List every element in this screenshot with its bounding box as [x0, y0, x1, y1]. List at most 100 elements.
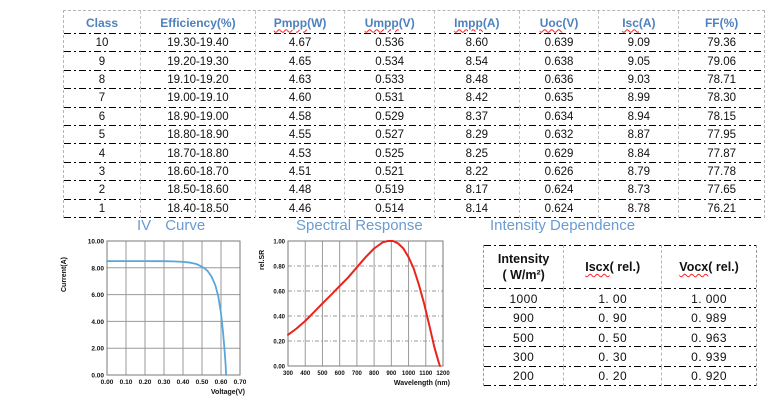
table-cell: 18.60-18.70	[141, 162, 256, 182]
spec-header-cell: Efficiency (%)	[141, 11, 256, 34]
x-tick-label: 0.10	[120, 379, 133, 386]
x-tick-label: 500	[317, 371, 328, 377]
table-row: 9 19.20-19.30 4.65 0.534 8.54 0.638 9.05 79.06	[64, 52, 764, 71]
intensity-table-cell: 1. 000	[691, 291, 727, 306]
intensity-table-cell: 0. 50	[564, 327, 663, 348]
table-cell: 8.14	[435, 199, 520, 219]
table-cell: 9	[64, 52, 141, 71]
iv-curve-chart: 0.00 0.10 0.20 0.30 0.40 0.50 0.60 0.70 0.00 2.00…	[61, 239, 247, 397]
table-cell: 0.626	[520, 162, 600, 182]
y-axis-label: rel.SR	[259, 250, 266, 270]
y-tick-label: 4.00	[91, 319, 104, 326]
iscx-header-rest: ( rel.)	[609, 260, 641, 274]
x-tick-label: 1000	[402, 371, 416, 377]
table-row: 6 18.90-19.00 4.58 0.529 8.37 0.634 8.94 78.15	[64, 107, 764, 127]
spec-header-cell: Pmpp (W)	[256, 11, 346, 34]
table-cell: 77.87	[707, 147, 736, 160]
spec-header-cell: Class	[64, 11, 141, 34]
table-cell: 2	[64, 181, 141, 200]
spec-header-cell: Impp (A)	[435, 11, 520, 34]
intensity-table-row: 900 0. 90 0. 989	[484, 308, 756, 328]
table-cell: 76.21	[707, 202, 736, 215]
intensity-table-cell: 200	[484, 366, 565, 387]
x-tick-label: 0.60	[215, 379, 228, 386]
intensity-table-cell: 0. 920	[691, 369, 727, 384]
table-cell: 78.71	[707, 74, 736, 87]
table-cell: 4.60	[256, 89, 346, 108]
table-cell: 0.525	[345, 144, 435, 163]
spectral-response-chart: 300 400 500 600 700 800 900 1000 1100 1200 0.00 0.2…	[259, 240, 450, 388]
spec-table: Class Efficiency (%) Pmpp (W) Umpp (V) Impp …	[63, 10, 765, 219]
spec-header-cell: FF (%)	[704, 15, 739, 30]
table-cell: 9.03	[599, 70, 680, 90]
y-tick-label: 10.00	[88, 239, 105, 246]
table-cell: 0.531	[345, 89, 435, 108]
table-cell: 8.22	[435, 162, 520, 182]
table-cell: 0.638	[520, 52, 600, 71]
y-tick-label: 8.00	[91, 265, 104, 272]
table-cell: 0.536	[345, 34, 435, 53]
y-tick-label: 6.00	[91, 292, 104, 299]
table-row: 5 18.80-18.90 4.55 0.527 8.29 0.632 8.87 77.95	[64, 126, 764, 145]
spec-header-cell: Isc (A)	[599, 11, 680, 34]
table-cell: 4.63	[256, 70, 346, 90]
table-cell: 0.636	[520, 70, 600, 90]
spec-table-body: 10 19.30-19.40 4.67 0.536 8.60 0.639 9.09 79.36…	[64, 34, 764, 219]
table-cell: 5	[64, 126, 141, 145]
data-curve	[106, 260, 227, 376]
x-tick-label: 0.40	[177, 379, 190, 386]
table-row: 4 18.70-18.80 4.53 0.525 8.25 0.629 8.84 77.87	[64, 144, 764, 163]
y-tick-label: 0.80	[273, 265, 285, 271]
iv-title-word2: Curve	[165, 217, 206, 234]
x-tick-label: 0.50	[196, 379, 209, 386]
table-cell: 8.25	[435, 144, 520, 163]
table-cell: 8.78	[599, 199, 680, 219]
table-cell: 0.519	[345, 181, 435, 200]
vocx-header-rest: ( rel.)	[708, 260, 739, 274]
table-cell: 4.51	[256, 162, 346, 182]
intensity-table-header-row: Intensity ( W/m²) Iscx( rel.) Vocx( rel.…	[484, 245, 756, 289]
table-cell: 9.05	[599, 52, 680, 71]
table-cell: 9.09	[599, 34, 680, 53]
y-tick-label: 0.60	[273, 290, 285, 296]
intensity-table-cell: 0. 20	[564, 366, 663, 387]
y-tick-label: 2.00	[91, 346, 104, 353]
table-row: 3 18.60-18.70 4.51 0.521 8.22 0.626 8.79 77.78	[64, 162, 764, 182]
y-tick-label: 0.00	[91, 373, 104, 380]
table-cell: 8.94	[599, 107, 680, 127]
y-tick-label: 0.20	[273, 340, 285, 346]
table-row: 8 19.10-19.20 4.63 0.533 8.48 0.636 9.03 78.71	[64, 70, 764, 90]
table-cell: 19.00-19.10	[141, 89, 256, 108]
x-tick-label: 700	[352, 371, 363, 377]
table-cell: 0.521	[345, 162, 435, 182]
x-tick-label: 400	[300, 371, 311, 377]
table-cell: 0.632	[520, 126, 600, 145]
intensity-table-row: 200 0. 20 0. 920	[484, 366, 756, 387]
spec-table-header-row: Class Efficiency (%) Pmpp (W) Umpp (V) Impp …	[64, 11, 764, 34]
intensity-table-cell: 0. 30	[564, 347, 663, 367]
intensity-table-body: 1000 1. 00 1. 000 900 0. 90 0. 989 500 0. 50 0. …	[484, 289, 756, 387]
table-cell: 0.624	[520, 199, 600, 219]
intensity-header-cell: Intensity ( W/m²)	[484, 245, 565, 289]
vocx-header-word: Vocx	[679, 260, 709, 274]
intensity-table-cell: 0. 989	[691, 311, 727, 326]
x-tick-label: 1100	[419, 371, 433, 377]
table-cell: 8.48	[435, 70, 520, 90]
table-cell: 8.29	[435, 126, 520, 145]
data-curve	[287, 240, 441, 367]
table-cell: 8.99	[599, 89, 680, 108]
x-tick-label: 300	[283, 371, 294, 377]
table-cell: 0.629	[520, 144, 600, 163]
intensity-table-cell: 300	[484, 347, 565, 367]
x-tick-label: 0.70	[234, 379, 247, 386]
table-row: 10 19.30-19.40 4.67 0.536 8.60 0.639 9.09 79.36	[64, 34, 764, 53]
x-tick-label: 1200	[436, 371, 450, 377]
table-cell: 4.48	[256, 181, 346, 200]
table-cell: 4.46	[256, 199, 346, 219]
plot-area	[107, 241, 240, 375]
table-cell: 8.54	[435, 52, 520, 71]
table-cell: 8.79	[599, 162, 680, 182]
table-cell: 8	[64, 70, 141, 90]
x-tick-label: 0.00	[101, 379, 114, 386]
